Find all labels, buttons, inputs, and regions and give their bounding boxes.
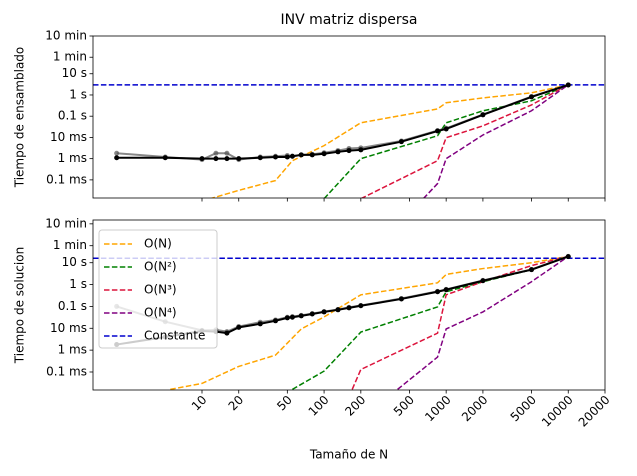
y-tick-label: 0.1 s [58,299,87,313]
data-point [224,156,230,162]
data-point [284,315,290,321]
data-point [309,311,315,317]
data-point [565,254,571,260]
x-tick-label: 20 [226,393,247,414]
x-tick-label: 100 [306,393,332,419]
y-tick-label: 1 min [53,238,87,252]
data-point [480,278,486,284]
axes-frame [92,219,606,391]
x-tick-label: 2000 [459,393,490,424]
data-point [321,151,327,157]
y-tick-label: 10 min [45,216,87,230]
data-point [528,94,534,100]
series-line [422,84,569,198]
data-point [443,287,449,293]
data-point [335,149,341,155]
y-tick-label: 10 min [45,29,87,43]
x-tick-label: 20000 [576,393,613,430]
series-line [116,84,569,160]
series-line [397,255,569,390]
legend-label: O(N²) [144,260,177,274]
data-point [298,152,304,158]
x-tick-label: 10000 [539,393,576,430]
axes-frame [92,35,606,199]
y-tick-label: 1 ms [58,151,87,165]
data-point [272,318,278,324]
data-point [309,152,315,158]
y-tick-label: 1 s [69,277,87,291]
y-tick-label: 0.1 s [58,109,87,123]
plot-area [93,253,605,390]
series-line [170,255,569,390]
data-point [565,82,571,88]
data-point [114,150,120,156]
data-point [528,267,534,273]
data-point [298,313,304,319]
y-tick-label: 1 s [69,87,87,101]
series-line [351,255,569,390]
legend-label: Constante [144,329,205,343]
data-point [224,150,230,156]
data-point [257,155,263,161]
data-point [236,156,242,162]
legend-label: O(N⁴) [144,306,177,320]
x-tick-label: 50 [274,393,295,414]
data-point [162,155,168,161]
x-tick-label: 500 [391,393,417,419]
series-line [323,84,569,198]
data-point [321,309,327,315]
data-point [224,330,230,336]
y-tick-label: 1 min [53,50,87,64]
data-point [213,150,219,156]
data-point [480,112,486,118]
legend-box [98,229,218,349]
y-tick-label: 10 s [62,66,87,80]
data-point [435,289,441,295]
data-point [443,126,449,132]
legend-label: O(N) [144,237,172,251]
y-tick-label: 1 ms [58,343,87,357]
chart-title: INV matriz dispersa [281,12,418,28]
legend-label: O(N³) [144,283,177,297]
series-line [292,255,569,390]
plot-area [93,82,605,198]
data-point [398,296,404,302]
x-tick-label: 200 [342,393,368,419]
data-point [289,314,295,320]
y-tick-label: 10 ms [50,321,87,335]
data-point [257,321,263,327]
y-tick-label: 10 ms [50,130,87,144]
series-line [360,84,569,198]
data-point [114,155,120,161]
data-point [358,147,364,153]
y-tick-label: 10 s [62,255,87,269]
data-point [346,305,352,311]
data-point [398,139,404,145]
x-tick-label: 5000 [508,393,539,424]
data-point [199,156,205,162]
data-point [358,303,364,309]
x-axis-label: Tamaño de N [309,448,388,462]
y-tick-label: 0.1 ms [46,364,87,378]
data-point [289,153,295,159]
y-axis-label: Tiempo de solucion [13,247,27,364]
data-point [284,154,290,160]
y-tick-label: 0.1 ms [46,172,87,186]
data-point [346,148,352,154]
data-point [213,156,219,162]
data-point [335,307,341,313]
data-point [435,128,441,134]
y-axis-label: Tiempo de ensamblado [13,47,27,189]
data-point [236,324,242,330]
series-line [116,255,569,346]
x-tick-label: 10 [189,393,210,414]
data-point [272,154,278,160]
series-line [209,84,569,198]
x-tick-label: 1000 [422,393,453,424]
